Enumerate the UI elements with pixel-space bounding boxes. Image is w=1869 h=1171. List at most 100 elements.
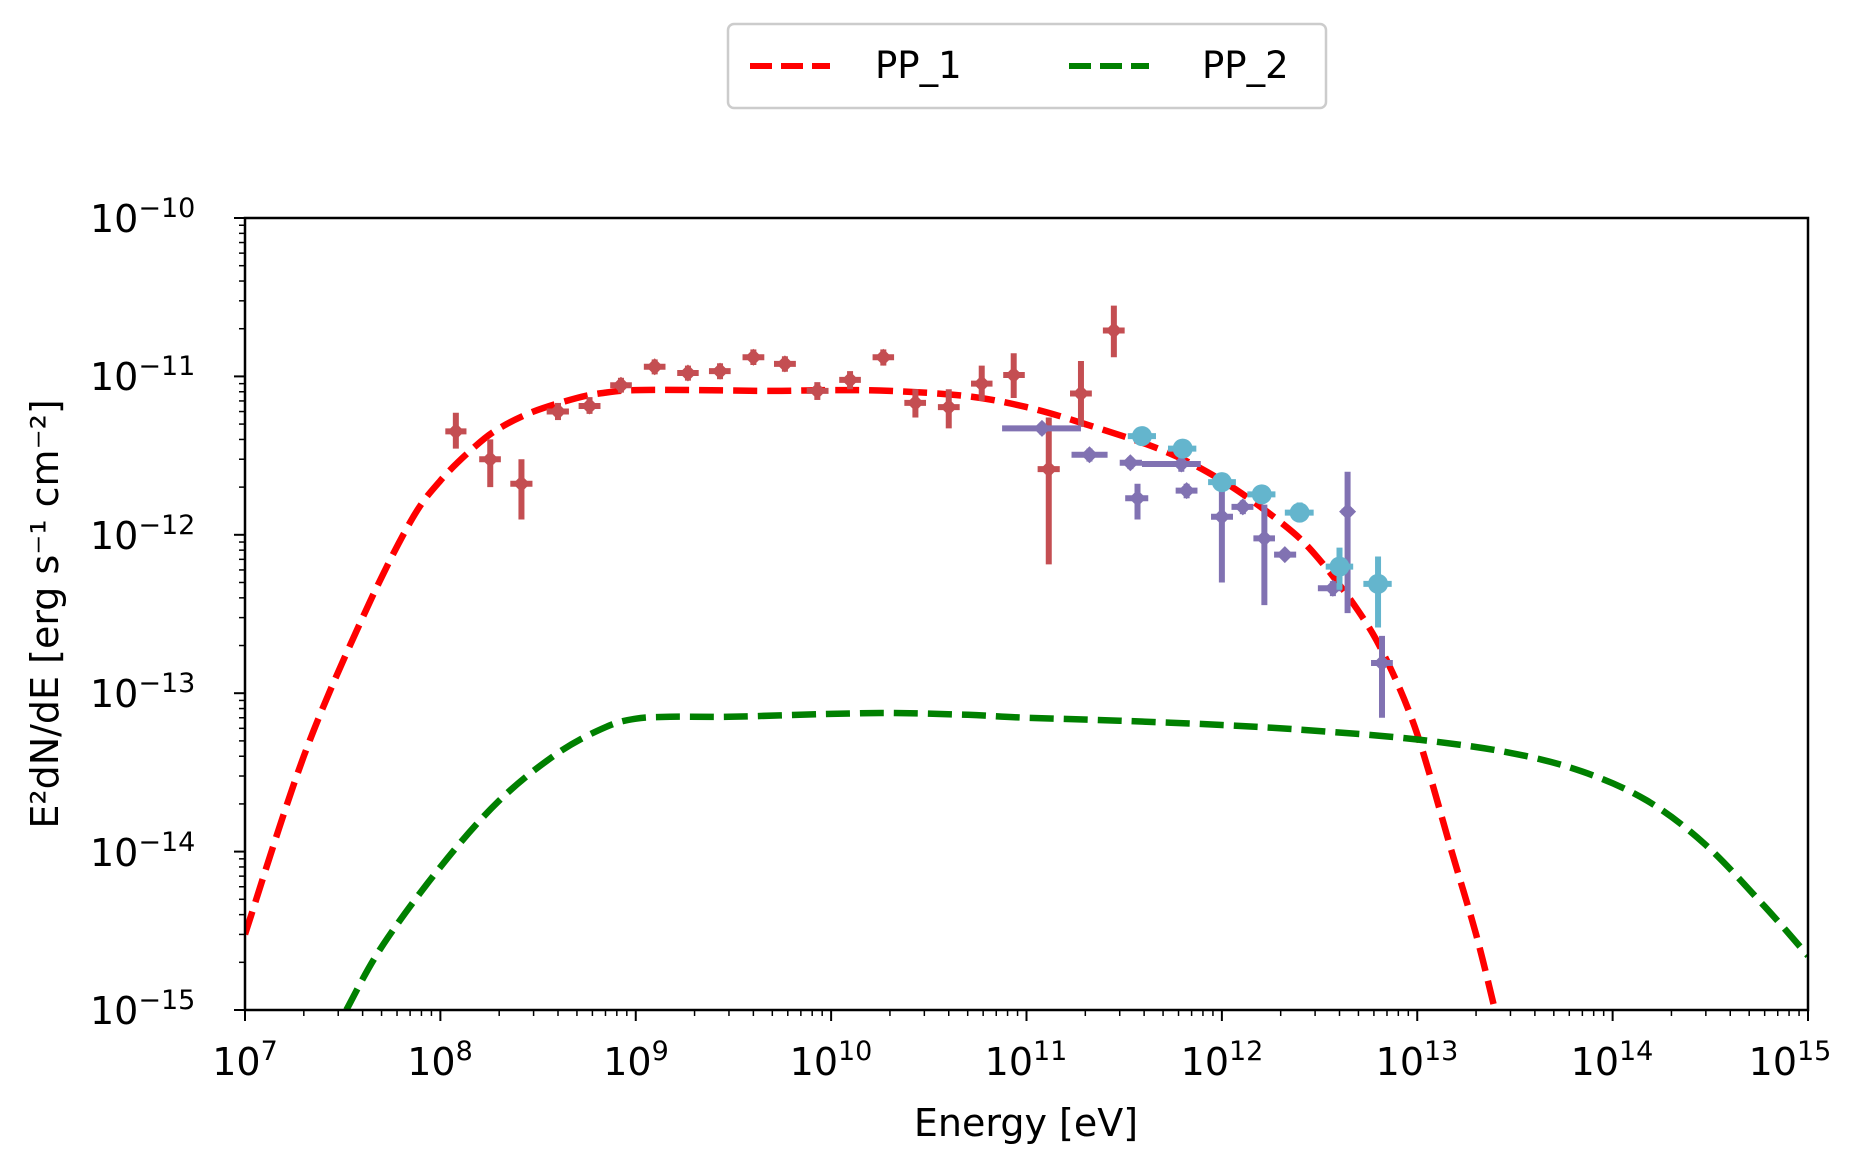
point-marker	[874, 348, 892, 366]
ground-based-purple--point	[1119, 454, 1142, 472]
x-tick-1e9: 109	[603, 1036, 669, 1084]
x-axis-label: Energy [eV]	[914, 1101, 1138, 1145]
x-tick-1e8: 108	[407, 1036, 473, 1084]
point-marker	[1131, 426, 1152, 447]
fermi-lat-point	[742, 348, 765, 366]
point-marker	[679, 364, 697, 382]
point-marker	[808, 382, 826, 400]
point-marker	[1213, 508, 1231, 526]
ground-based-cyan--point	[1325, 547, 1354, 590]
y-tick-1e-11: 10−11	[90, 351, 195, 399]
legend-label-pp1: PP_1	[875, 44, 962, 87]
y-tick-1e-12: 10−12	[90, 510, 195, 558]
ground-based-purple--point	[1274, 546, 1297, 564]
point-marker	[1178, 482, 1196, 500]
fermi-lat-point	[1102, 305, 1125, 358]
point-marker	[1329, 556, 1350, 577]
point-marker	[1172, 455, 1190, 473]
fermi-lat-point	[479, 439, 501, 488]
ground-based-cyan--point	[1208, 472, 1236, 493]
fermi-lat-point	[510, 459, 533, 520]
x-tick-1e10: 1010	[790, 1036, 873, 1084]
ground-based-cyan--point	[1284, 502, 1314, 523]
ground-based-purple--point	[1253, 504, 1275, 606]
point-marker	[841, 371, 859, 389]
point-marker	[1368, 573, 1389, 594]
x-tick-1e12: 1012	[1181, 1036, 1264, 1084]
point-marker	[1121, 454, 1139, 472]
point-marker	[1289, 502, 1310, 523]
ground-based-purple--point	[1071, 446, 1108, 464]
fermi-lat-point	[904, 389, 927, 418]
ground-based-purple--point	[1371, 635, 1393, 718]
x-tick-1e13: 1013	[1376, 1036, 1459, 1084]
point-marker	[512, 475, 530, 493]
point-marker	[1033, 419, 1051, 437]
ground-based-purple--point	[1211, 483, 1233, 583]
ground-based-purple--point	[1002, 419, 1081, 437]
fermi-lat-point	[610, 376, 632, 394]
y-axis-label: E²dN/dE [erg s⁻¹ cm⁻²]	[23, 399, 67, 828]
x-tick-1e11: 1011	[985, 1036, 1068, 1084]
legend: PP_1 PP_2	[726, 22, 1328, 110]
point-marker	[481, 450, 499, 468]
point-marker	[1129, 489, 1147, 507]
point-marker	[1276, 546, 1294, 564]
point-marker	[1251, 484, 1272, 505]
curve-pp-2	[343, 709, 1808, 1010]
point-marker	[1211, 472, 1232, 493]
point-marker	[581, 397, 599, 415]
ground-based-purple--point	[1125, 483, 1149, 520]
point-marker	[1373, 654, 1391, 672]
x-tick-1e7: 107	[212, 1036, 278, 1084]
fermi-lat-point	[773, 355, 796, 373]
point-marker	[711, 362, 729, 380]
point-marker	[1172, 438, 1193, 459]
ground-based-cyan--point	[1168, 438, 1197, 459]
fermi-lat-point	[546, 402, 569, 421]
point-marker	[973, 375, 991, 393]
point-marker	[646, 358, 664, 376]
point-marker	[549, 403, 567, 421]
x-tick-1e15: 1015	[1749, 1036, 1832, 1084]
fermi-lat-point	[1003, 353, 1025, 399]
x-tick-labels: 107 108 109 1010 1011 1012 1013 1014 101…	[212, 1036, 1831, 1084]
fermi-lat-point	[839, 371, 861, 390]
ground-based-cyan--point	[1363, 556, 1392, 628]
point-marker	[906, 394, 924, 412]
point-marker	[1339, 503, 1357, 521]
point-marker	[1080, 446, 1098, 464]
fermi-lat-point	[971, 365, 993, 401]
major-ticks	[234, 217, 1809, 1021]
fermi-lat-point	[708, 362, 731, 380]
fermi-lat-point	[1037, 417, 1060, 565]
point-marker	[612, 376, 630, 394]
point-marker	[744, 348, 762, 366]
ground-based-purple--point	[1141, 455, 1201, 473]
plot-frame	[243, 216, 1810, 1012]
point-marker	[1255, 529, 1273, 547]
ground-based-cyan--point	[1127, 426, 1156, 447]
legend-label-pp2: PP_2	[1202, 44, 1289, 87]
fermi-lat-point	[445, 412, 467, 449]
fermi-lat-point	[937, 389, 960, 429]
curve-pp-1	[245, 386, 1499, 1010]
minor-ticks	[239, 224, 1800, 1016]
point-marker	[1234, 498, 1252, 516]
x-tick-1e14: 1014	[1571, 1036, 1654, 1084]
ground-based-purple--point	[1175, 482, 1198, 500]
point-marker	[1105, 321, 1123, 339]
data-points	[445, 305, 1393, 718]
y-tick-1e-15: 10−15	[90, 985, 195, 1033]
model-curves	[245, 386, 1808, 1010]
point-marker	[447, 422, 465, 440]
y-tick-labels: 10−10 10−11 10−12 10−13 10−14 10−15	[90, 193, 195, 1033]
y-tick-1e-13: 10−13	[90, 668, 195, 716]
fermi-lat-point	[677, 364, 699, 382]
ground-based-purple--point	[1339, 471, 1357, 614]
ground-based-purple--point	[1231, 498, 1254, 516]
y-tick-1e-14: 10−14	[90, 827, 195, 875]
fermi-lat-point	[643, 358, 666, 376]
point-marker	[1072, 384, 1090, 402]
